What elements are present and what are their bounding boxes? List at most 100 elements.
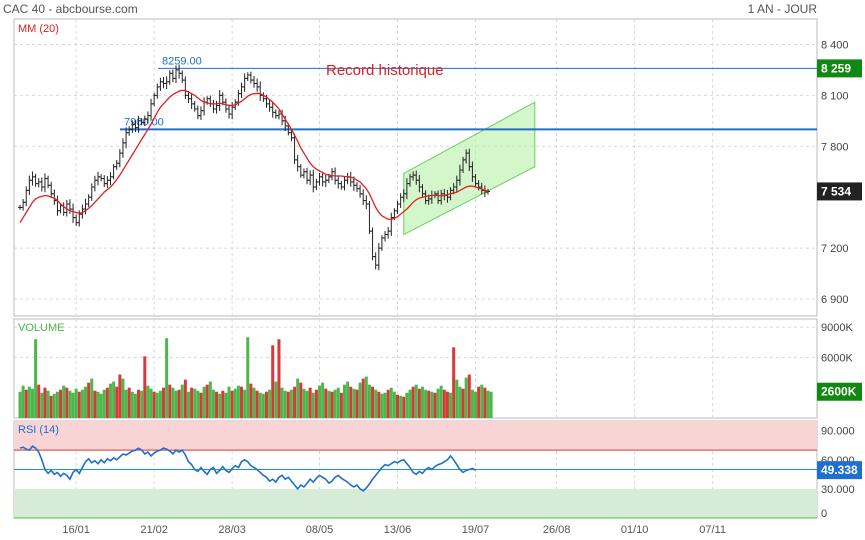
volume-bar <box>324 388 328 418</box>
volume-bar <box>474 391 478 418</box>
volume-bar <box>99 393 103 418</box>
volume-bar <box>124 389 128 418</box>
chart-title: CAC 40 - abcbourse.com <box>3 2 138 16</box>
volume-bar <box>158 390 162 418</box>
volume-bar <box>318 385 322 418</box>
volume-bar <box>162 387 166 418</box>
volume-bar <box>396 394 400 418</box>
volume-bar <box>374 389 378 418</box>
volume-bar <box>339 392 343 418</box>
volume-bar <box>21 385 25 418</box>
annotation-record: Record historique <box>326 62 444 79</box>
volume-bar <box>243 389 247 418</box>
volume-bar <box>221 390 225 418</box>
volume-bar <box>143 356 147 418</box>
volume-bar <box>180 384 184 418</box>
x-tick-label: 07/11 <box>699 524 726 536</box>
volume-bar <box>43 387 47 418</box>
rsi-tick-label: 0 <box>821 508 827 520</box>
volume-bar <box>112 381 116 418</box>
volume-bar <box>361 378 365 418</box>
volume-bar <box>402 396 406 418</box>
volume-bar <box>62 385 66 418</box>
x-tick-label: 21/02 <box>140 524 168 536</box>
rsi-tick-label: 30.000 <box>821 484 855 496</box>
volume-bar <box>455 379 459 418</box>
period-label: 1 AN - JOUR <box>748 2 818 16</box>
volume-bar <box>93 390 97 418</box>
volume-bar <box>121 378 125 418</box>
volume-bar <box>439 385 443 418</box>
volume-bar <box>46 390 50 418</box>
volume-bar <box>130 391 134 418</box>
x-tick-label: 26/08 <box>543 524 571 536</box>
volume-bar <box>227 386 231 418</box>
volume-bar <box>249 383 253 418</box>
volume-bar <box>336 387 340 418</box>
volume-bar <box>277 339 281 418</box>
volume-bar <box>486 390 490 418</box>
volume-tick-label: 9000K <box>821 322 853 334</box>
volume-bar <box>489 391 493 418</box>
volume-bar <box>183 379 187 418</box>
volume-bar <box>424 389 428 418</box>
volume-bar <box>74 388 78 418</box>
volume-bar <box>280 387 284 418</box>
volume-bar <box>364 376 368 418</box>
volume-bar <box>80 389 84 418</box>
x-tick-label: 01/10 <box>621 524 649 536</box>
volume-bar <box>215 391 219 418</box>
volume-bar <box>477 386 481 418</box>
volume-bar <box>261 393 265 418</box>
volume-bar <box>218 393 222 418</box>
x-tick-label: 28/03 <box>218 524 246 536</box>
volume-bar <box>293 386 297 418</box>
volume-bar <box>430 391 434 418</box>
volume-bar <box>71 392 75 418</box>
axis-labels: 16/01 21/02 28/03 08/05 13/06 19/07 26/08 01/10… <box>62 39 854 536</box>
volume-bar <box>314 389 318 418</box>
volume-bar <box>286 391 290 418</box>
volume-bar <box>258 392 262 418</box>
volume-bar <box>358 382 362 418</box>
volume-bar <box>408 389 412 418</box>
volume-bar <box>420 386 424 418</box>
last-rsi-badge-bg <box>817 461 862 480</box>
volume-bar <box>433 392 437 418</box>
volume-bar <box>449 392 453 418</box>
volume-bar <box>246 337 250 418</box>
volume-bar <box>349 386 353 418</box>
volume-bar <box>102 389 106 418</box>
volume-bar <box>18 391 22 418</box>
volume-bar <box>174 390 178 418</box>
volume-bar <box>87 382 91 418</box>
last-price-badge: 7 534 <box>821 184 851 198</box>
rsi-label: RSI (14) <box>18 424 59 436</box>
volume-bar <box>24 389 28 418</box>
volume-bar <box>137 389 141 418</box>
volume-bar <box>308 387 312 418</box>
rsi-overbought-zone <box>14 421 817 451</box>
volume-bar <box>146 385 150 418</box>
volume-bar <box>414 384 418 418</box>
volume-bar <box>49 395 53 418</box>
volume-bar <box>386 389 390 418</box>
volume-bar <box>389 387 393 418</box>
price-tick-label: 8 400 <box>821 39 849 51</box>
volume-bar <box>118 374 122 418</box>
volume-bar <box>233 388 237 418</box>
volume-bar <box>186 391 190 418</box>
volume-bar <box>252 387 256 418</box>
x-tick-label: 13/06 <box>384 524 412 536</box>
volume-tick-label: 6000K <box>821 352 853 364</box>
volume-bar <box>461 388 465 418</box>
moving-average <box>19 89 489 223</box>
volume-bar <box>271 345 275 418</box>
volume-bar <box>371 386 375 418</box>
volume-bar <box>236 385 240 418</box>
value-badges: 8 259 7 534 2600K 49.338 <box>817 59 862 480</box>
volume-bar <box>34 339 38 418</box>
volume-bar <box>255 390 259 418</box>
rsi-line <box>19 445 476 492</box>
volume-bar <box>411 386 415 418</box>
